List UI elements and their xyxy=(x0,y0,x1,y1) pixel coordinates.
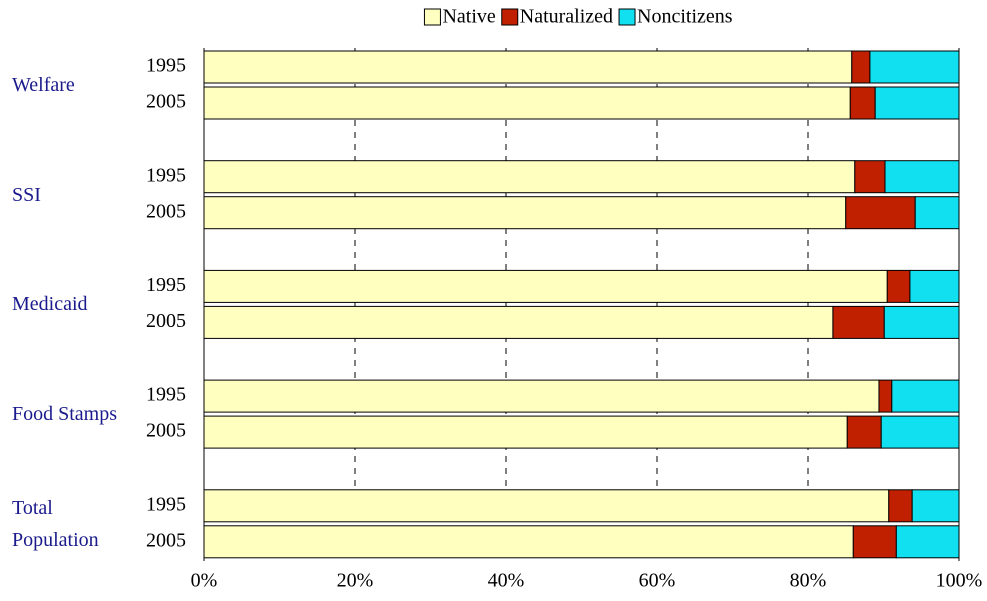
group-label: Medicaid xyxy=(12,293,88,316)
bar-segment xyxy=(203,50,853,84)
bar-segment xyxy=(203,196,847,230)
y-tick-label: 2005 xyxy=(146,91,186,113)
bar-segment xyxy=(878,379,893,413)
bar-segment xyxy=(203,160,856,194)
y-tick-label: 2005 xyxy=(146,200,186,222)
bar-segment xyxy=(203,415,848,449)
bar-segment xyxy=(891,379,960,413)
legend-label: Naturalized xyxy=(520,6,613,28)
group-label: Welfare xyxy=(12,74,75,96)
legend-label: Noncitizens xyxy=(637,6,733,28)
bar-segment xyxy=(888,489,913,523)
bar-segment xyxy=(909,269,960,303)
x-tick-label: 40% xyxy=(488,570,525,592)
bar-segment xyxy=(874,86,960,120)
x-tick-label: 20% xyxy=(337,570,374,592)
bar-segment xyxy=(203,489,890,523)
group-label: SSI xyxy=(12,183,41,206)
bar-segment xyxy=(854,160,886,194)
bar-segment xyxy=(203,379,880,413)
x-tick-label: 100% xyxy=(936,570,983,592)
bar-segment xyxy=(895,525,960,559)
legend-label: Native xyxy=(442,6,495,28)
legend-swatch xyxy=(501,8,519,26)
bar-segment xyxy=(846,415,882,449)
bar-segment xyxy=(845,196,916,230)
legend-swatch xyxy=(423,8,441,26)
bar-segment xyxy=(203,525,854,559)
x-tick-label: 60% xyxy=(639,570,676,592)
bar-segment xyxy=(832,305,885,339)
y-tick-label: 2005 xyxy=(146,529,186,551)
bar-segment xyxy=(869,50,960,84)
bar-segment xyxy=(883,305,960,339)
bar-segment xyxy=(851,50,871,84)
y-tick-label: 1995 xyxy=(146,493,186,515)
bar-segment xyxy=(849,86,876,120)
bar-segment xyxy=(886,269,911,303)
group-label: Total Population xyxy=(12,496,99,551)
y-tick-label: 1995 xyxy=(146,55,186,77)
bar-segment xyxy=(880,415,960,449)
y-tick-label: 1995 xyxy=(146,384,186,406)
bar-segment xyxy=(203,305,834,339)
bar-segment xyxy=(914,196,960,230)
x-tick-label: 80% xyxy=(790,570,827,592)
y-tick-label: 1995 xyxy=(146,274,186,296)
bar-segment xyxy=(884,160,960,194)
bar-segment xyxy=(852,525,897,559)
group-label: Food Stamps xyxy=(12,403,118,426)
bar-segment xyxy=(911,489,960,523)
y-tick-label: 1995 xyxy=(146,164,186,186)
y-tick-label: 2005 xyxy=(146,310,186,332)
bar-segment xyxy=(203,269,888,303)
y-tick-label: 2005 xyxy=(146,420,186,442)
legend-swatch xyxy=(618,8,636,26)
x-tick-label: 0% xyxy=(191,570,218,592)
bar-segment xyxy=(203,86,851,120)
